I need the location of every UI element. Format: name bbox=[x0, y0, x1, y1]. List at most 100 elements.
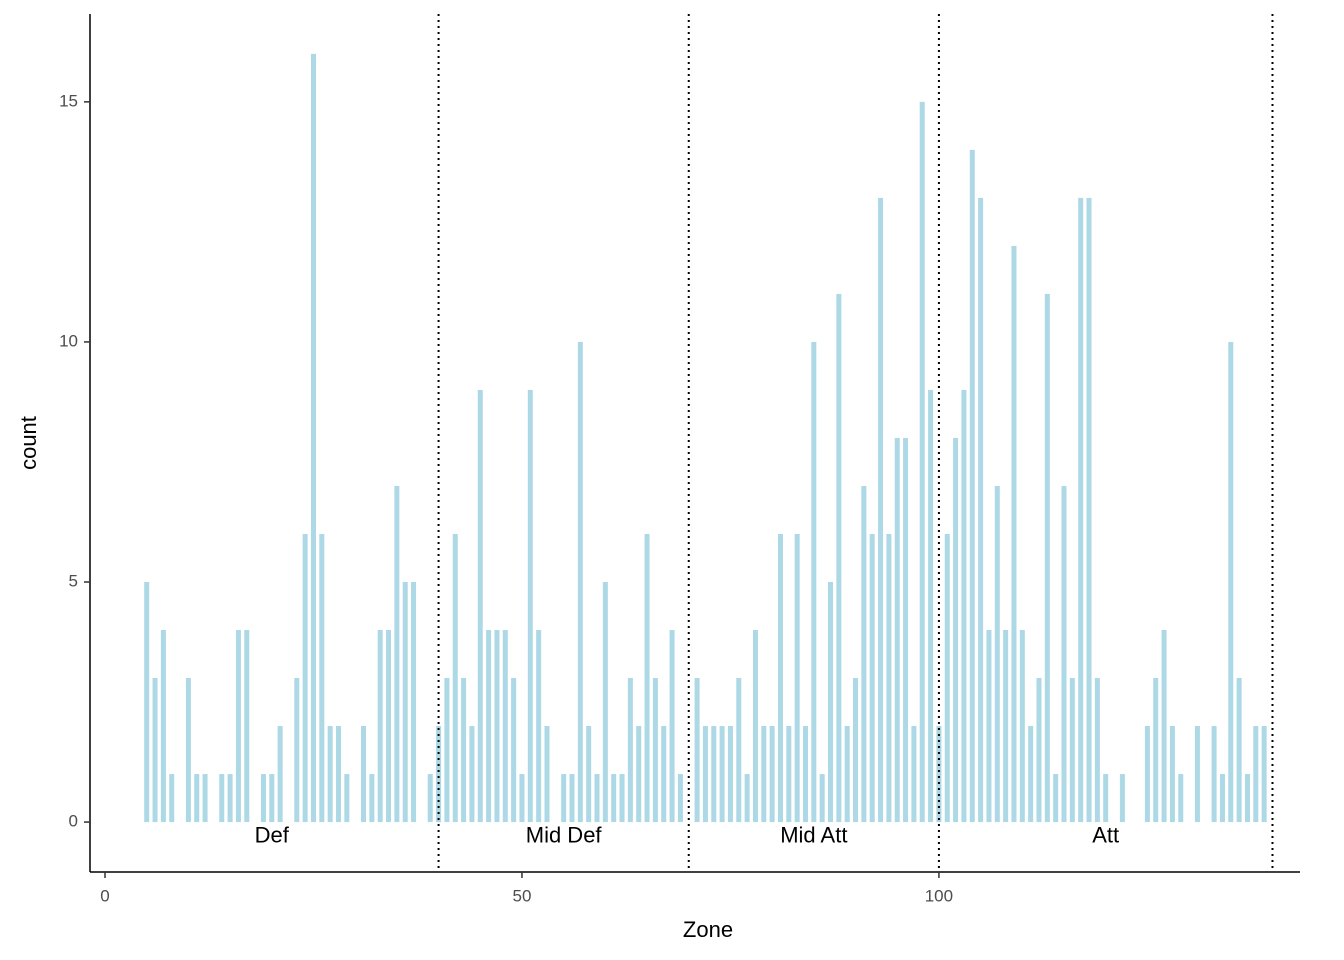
bar bbox=[627, 678, 633, 823]
bar bbox=[644, 533, 650, 823]
bar bbox=[294, 678, 300, 823]
bar bbox=[511, 678, 517, 823]
bar bbox=[219, 774, 225, 823]
zone-label: Def bbox=[255, 822, 290, 847]
bar bbox=[711, 726, 717, 823]
bar bbox=[452, 533, 458, 823]
bar bbox=[519, 774, 525, 823]
bar bbox=[1078, 197, 1084, 823]
bar bbox=[494, 630, 500, 823]
bar bbox=[1211, 726, 1217, 823]
bar bbox=[411, 581, 417, 823]
bar bbox=[561, 774, 567, 823]
bar bbox=[1053, 774, 1059, 823]
bar bbox=[577, 341, 583, 823]
bar bbox=[1178, 774, 1184, 823]
bar bbox=[886, 533, 892, 823]
bar bbox=[961, 389, 967, 823]
bar bbox=[636, 726, 642, 823]
bar bbox=[536, 630, 542, 823]
bar bbox=[277, 726, 283, 823]
bar bbox=[1253, 726, 1259, 823]
bar bbox=[1094, 678, 1100, 823]
bar bbox=[969, 149, 975, 823]
bar bbox=[727, 726, 733, 823]
bar bbox=[235, 630, 241, 823]
bar bbox=[861, 485, 867, 823]
bar bbox=[502, 630, 508, 823]
bar bbox=[144, 581, 150, 823]
bar bbox=[1169, 726, 1175, 823]
x-tick-label: 0 bbox=[100, 886, 109, 905]
bar bbox=[1219, 774, 1225, 823]
bar bbox=[269, 774, 275, 823]
bar bbox=[1103, 774, 1109, 823]
bar bbox=[1019, 630, 1025, 823]
bar bbox=[986, 630, 992, 823]
y-tick-label: 15 bbox=[59, 91, 78, 110]
bar bbox=[1036, 678, 1042, 823]
bar bbox=[694, 678, 700, 823]
bar bbox=[661, 726, 667, 823]
y-tick-label: 0 bbox=[69, 812, 78, 831]
bar bbox=[869, 533, 875, 823]
bar bbox=[1028, 726, 1034, 823]
bar bbox=[919, 101, 925, 823]
bar bbox=[361, 726, 367, 823]
bar bbox=[836, 293, 842, 823]
bar bbox=[1161, 630, 1167, 823]
bar bbox=[794, 533, 800, 823]
bar bbox=[369, 774, 375, 823]
bar bbox=[310, 53, 316, 823]
bar bbox=[652, 678, 658, 823]
bar bbox=[1228, 341, 1234, 823]
bar bbox=[844, 726, 850, 823]
bar bbox=[611, 774, 617, 823]
bar bbox=[344, 774, 350, 823]
bar bbox=[469, 726, 475, 823]
bar bbox=[669, 630, 675, 823]
zone-label: Mid Att bbox=[780, 822, 847, 847]
bar bbox=[1194, 726, 1200, 823]
bar bbox=[527, 389, 533, 823]
bar bbox=[327, 726, 333, 823]
bar bbox=[202, 774, 208, 823]
bar bbox=[1086, 197, 1092, 823]
bar bbox=[828, 581, 834, 823]
bar bbox=[152, 678, 158, 823]
bar bbox=[802, 726, 808, 823]
bar bbox=[377, 630, 383, 823]
bar bbox=[911, 726, 917, 823]
bar bbox=[461, 678, 467, 823]
bar bbox=[777, 533, 783, 823]
bar bbox=[903, 437, 909, 823]
bar bbox=[386, 630, 392, 823]
bar bbox=[602, 581, 608, 823]
bar bbox=[302, 533, 308, 823]
y-tick-label: 10 bbox=[59, 331, 78, 350]
zone-label: Mid Def bbox=[526, 822, 603, 847]
bar bbox=[953, 437, 959, 823]
bar bbox=[477, 389, 483, 823]
bar bbox=[752, 630, 758, 823]
x-axis-title: Zone bbox=[683, 917, 733, 942]
bar bbox=[544, 726, 550, 823]
bar bbox=[586, 726, 592, 823]
bar bbox=[1011, 245, 1017, 823]
bar bbox=[1153, 678, 1159, 823]
bar bbox=[160, 630, 166, 823]
bar bbox=[819, 774, 825, 823]
bar bbox=[744, 774, 750, 823]
bar bbox=[169, 774, 175, 823]
bar bbox=[319, 533, 325, 823]
bar bbox=[994, 485, 1000, 823]
bar bbox=[853, 678, 859, 823]
bar bbox=[402, 581, 408, 823]
bar bbox=[786, 726, 792, 823]
bar bbox=[336, 726, 342, 823]
x-tick-label: 50 bbox=[513, 886, 532, 905]
bar bbox=[1044, 293, 1050, 823]
bar bbox=[185, 678, 191, 823]
bar bbox=[811, 341, 817, 823]
